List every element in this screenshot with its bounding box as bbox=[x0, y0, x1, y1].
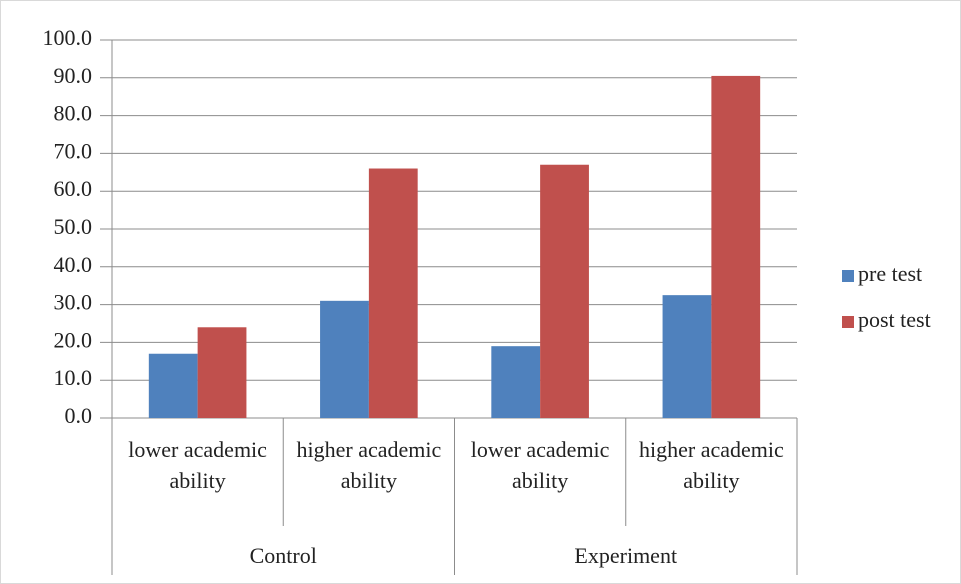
bar bbox=[368, 168, 418, 418]
y-tick-label: 40.0 bbox=[54, 252, 93, 277]
legend-label: post test bbox=[858, 307, 931, 332]
y-tick-label: 100.0 bbox=[43, 25, 93, 50]
x-tick-label: higher academic ability bbox=[638, 437, 784, 493]
y-tick-label: 20.0 bbox=[54, 327, 93, 352]
bar bbox=[711, 75, 761, 418]
legend-label: pre test bbox=[858, 261, 922, 286]
bar bbox=[197, 327, 247, 418]
legend-swatch bbox=[842, 270, 854, 282]
x-tick-label: lower academic ability bbox=[470, 437, 610, 493]
x-tick-label: higher academic ability bbox=[296, 437, 442, 493]
group-label: Experiment bbox=[574, 543, 677, 568]
bar bbox=[491, 346, 541, 418]
y-tick-label: 50.0 bbox=[54, 214, 93, 239]
bar bbox=[540, 164, 589, 418]
y-tick-label: 0.0 bbox=[65, 403, 93, 428]
y-tick-label: 10.0 bbox=[54, 365, 93, 390]
y-tick-label: 90.0 bbox=[54, 63, 93, 88]
bar bbox=[320, 300, 369, 418]
bar bbox=[662, 295, 712, 418]
y-tick-label: 80.0 bbox=[54, 101, 93, 126]
group-label: Control bbox=[250, 543, 317, 568]
bar bbox=[148, 353, 198, 418]
y-tick-label: 30.0 bbox=[54, 290, 93, 315]
x-tick-label: lower academic ability bbox=[128, 437, 267, 493]
y-tick-label: 70.0 bbox=[54, 138, 93, 163]
legend-swatch bbox=[842, 316, 854, 328]
y-tick-label: 60.0 bbox=[54, 176, 93, 201]
